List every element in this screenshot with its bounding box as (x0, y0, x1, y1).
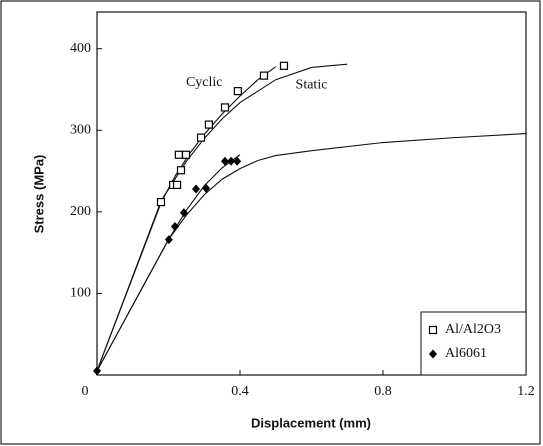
point (181, 150, 191, 159)
point (259, 71, 269, 80)
point (227, 156, 236, 166)
point (93, 366, 101, 376)
annotation: Static (296, 78, 328, 93)
plot-area (96, 11, 527, 376)
point (174, 150, 183, 159)
annotation: Cyclic (186, 75, 223, 90)
point (176, 166, 186, 175)
point (202, 183, 211, 193)
point (220, 103, 230, 112)
x-axis-label: Displacement (mm) (251, 415, 371, 430)
point (204, 120, 213, 129)
y-tick-label: 100 (70, 286, 91, 301)
legend-marker (428, 325, 438, 335)
legend-label: Al6061 (445, 346, 487, 361)
y-tick-label: 200 (70, 204, 91, 219)
point (279, 61, 289, 70)
point (192, 184, 201, 194)
legend-label: Al/Al2O3 (445, 322, 501, 337)
legend-box (420, 311, 527, 376)
point (233, 87, 242, 96)
legend-marker (429, 349, 437, 359)
point (156, 197, 166, 207)
point (170, 222, 179, 232)
curve (96, 154, 241, 372)
x-tick-label: 0.8 (374, 384, 392, 399)
y-axis-label: Stress (MPa) (31, 155, 46, 234)
point (179, 208, 188, 218)
y-tick-label: 400 (70, 41, 91, 56)
x-tick-label: 0.4 (231, 384, 249, 399)
curve (96, 132, 527, 372)
y-tick-label: 300 (70, 122, 91, 137)
point (172, 180, 182, 190)
point (220, 156, 229, 166)
point (196, 133, 206, 142)
x-tick-label: 0 (82, 384, 89, 399)
curve (96, 66, 277, 372)
point (233, 156, 242, 166)
point (164, 235, 173, 245)
x-tick-label: 1.2 (517, 384, 535, 399)
